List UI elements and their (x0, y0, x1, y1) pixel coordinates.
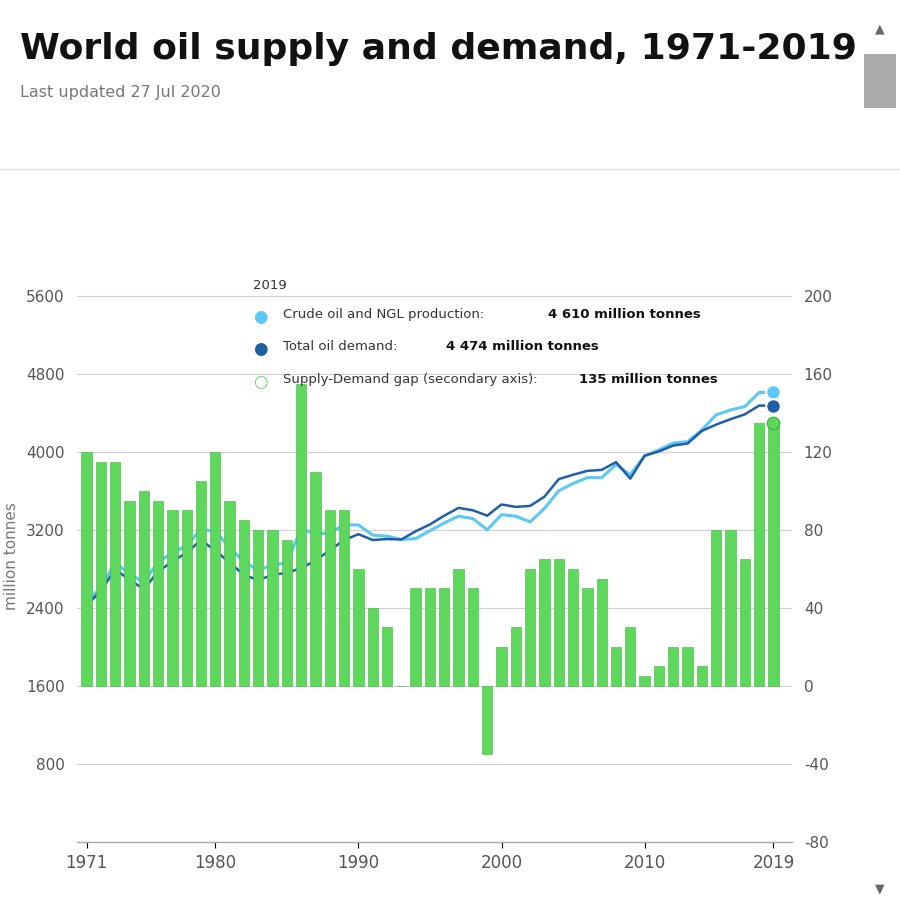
Bar (597, 579, 607, 686)
Bar (769, 423, 778, 686)
Text: World oil supply and demand, 1971-2019: World oil supply and demand, 1971-2019 (20, 32, 857, 66)
Text: Supply-Demand gap (secondary axis):: Supply-Demand gap (secondary axis): (284, 374, 543, 386)
Bar (382, 627, 392, 686)
Bar (367, 608, 378, 686)
Bar (253, 530, 264, 686)
Bar (139, 491, 148, 686)
Bar (211, 452, 220, 686)
Bar (81, 452, 92, 686)
Y-axis label: million tonnes: million tonnes (4, 502, 19, 609)
Bar (863, 54, 896, 108)
Bar (468, 589, 478, 686)
Bar (339, 510, 349, 686)
Bar (454, 569, 464, 686)
Bar (626, 627, 635, 686)
Bar (539, 559, 550, 686)
Bar (110, 462, 121, 686)
Bar (568, 569, 578, 686)
Bar (740, 559, 750, 686)
Bar (325, 510, 335, 686)
Bar (425, 589, 435, 686)
Text: Total oil demand:: Total oil demand: (284, 340, 402, 354)
Bar (497, 647, 507, 686)
Text: Last updated 27 Jul 2020: Last updated 27 Jul 2020 (20, 86, 220, 101)
Text: 135 million tonnes: 135 million tonnes (579, 374, 717, 386)
Bar (354, 569, 364, 686)
Text: Download chart  ↓: Download chart ↓ (35, 115, 216, 133)
Bar (224, 500, 235, 686)
Bar (95, 462, 106, 686)
Bar (711, 530, 721, 686)
Bar (124, 500, 135, 686)
Bar (754, 423, 764, 686)
Bar (582, 589, 592, 686)
Text: 4 474 million tonnes: 4 474 million tonnes (446, 340, 599, 354)
Bar (310, 472, 320, 686)
Bar (725, 530, 735, 686)
Bar (554, 559, 564, 686)
Bar (267, 530, 278, 686)
Bar (238, 520, 249, 686)
Text: ●: ● (253, 340, 267, 358)
Bar (682, 647, 693, 686)
Text: ●: ● (253, 308, 267, 326)
Bar (640, 676, 650, 686)
Point (766, 399, 780, 413)
Bar (653, 666, 664, 686)
Bar (296, 384, 306, 686)
Bar (439, 589, 449, 686)
Text: 2019: 2019 (253, 279, 286, 292)
Bar (182, 510, 192, 686)
Point (766, 416, 780, 430)
Bar (153, 500, 163, 686)
Text: ○: ○ (253, 374, 267, 392)
Text: 4 610 million tonnes: 4 610 million tonnes (548, 308, 701, 320)
Text: ▲: ▲ (875, 22, 885, 35)
Point (766, 385, 780, 400)
Bar (525, 569, 535, 686)
Text: ▼: ▼ (875, 883, 885, 896)
Bar (167, 510, 177, 686)
Bar (697, 666, 707, 686)
Text: Crude oil and NGL production:: Crude oil and NGL production: (284, 308, 489, 320)
Bar (668, 647, 679, 686)
Bar (510, 627, 521, 686)
Bar (282, 540, 292, 686)
Bar (196, 482, 206, 686)
Bar (482, 686, 492, 754)
Bar (611, 647, 621, 686)
Bar (410, 589, 421, 686)
